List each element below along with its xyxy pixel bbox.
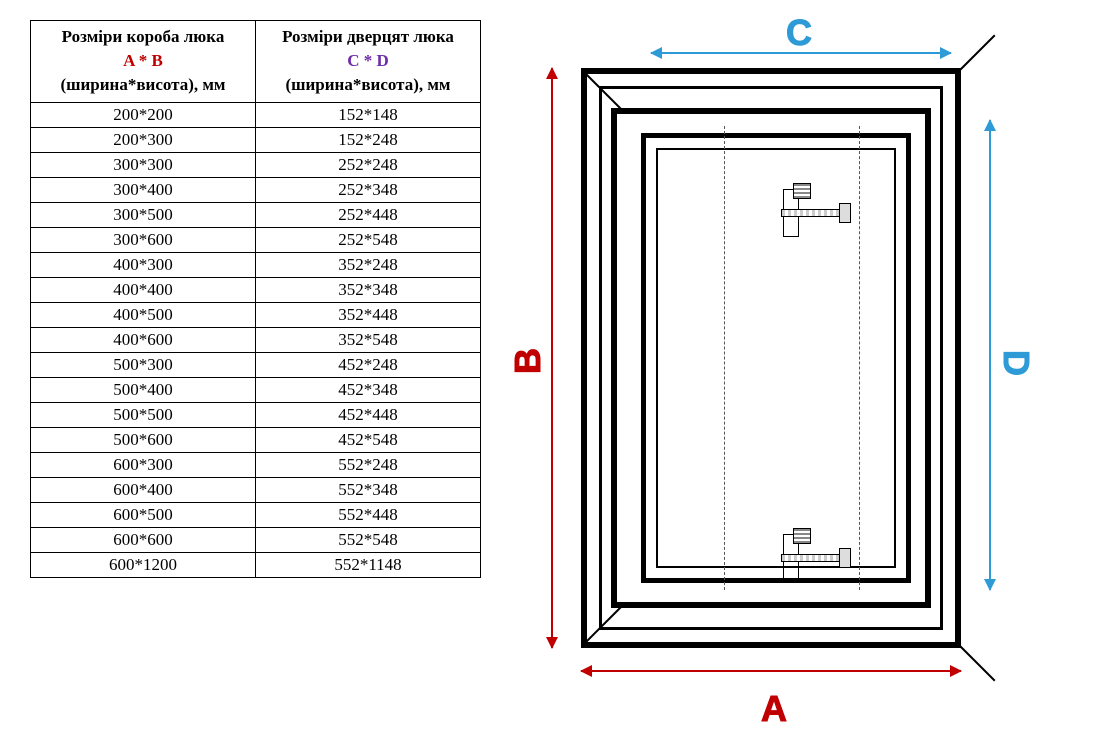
cell-cd: 352*448 (256, 303, 481, 328)
cell-cd: 252*548 (256, 228, 481, 253)
table-row: 600*300552*248 (31, 453, 481, 478)
hinge-spring (793, 528, 811, 544)
table-row: 600*400552*348 (31, 478, 481, 503)
cell-ab: 400*400 (31, 278, 256, 303)
col1-unit: (ширина*висота), мм (39, 73, 247, 97)
cell-cd: 552*348 (256, 478, 481, 503)
cell-ab: 600*1200 (31, 553, 256, 578)
cell-ab: 300*600 (31, 228, 256, 253)
hinge (781, 183, 861, 243)
cell-ab: 500*400 (31, 378, 256, 403)
cell-ab: 500*600 (31, 428, 256, 453)
cell-ab: 500*300 (31, 353, 256, 378)
label-b: B (507, 348, 549, 374)
arrow-a (581, 670, 961, 672)
col1-dims: A * B (39, 49, 247, 73)
cell-ab: 600*500 (31, 503, 256, 528)
col1-title: Розміри короба люка (39, 25, 247, 49)
col2-header: Розміри дверцят люка C * D (ширина*висот… (256, 21, 481, 103)
centerline-v1 (724, 126, 725, 590)
table-row: 500*500452*448 (31, 403, 481, 428)
hinge-arm (781, 554, 841, 562)
table-row: 600*1200552*1148 (31, 553, 481, 578)
cell-ab: 400*500 (31, 303, 256, 328)
table-row: 400*600352*548 (31, 328, 481, 353)
table-row: 300*600252*548 (31, 228, 481, 253)
cell-cd: 452*348 (256, 378, 481, 403)
table-row: 300*500252*448 (31, 203, 481, 228)
col1-header: Розміри короба люка A * B (ширина*висота… (31, 21, 256, 103)
cell-cd: 552*248 (256, 453, 481, 478)
cell-ab: 600*300 (31, 453, 256, 478)
cell-cd: 352*548 (256, 328, 481, 353)
cell-cd: 452*548 (256, 428, 481, 453)
table-row: 400*400352*348 (31, 278, 481, 303)
cell-ab: 300*400 (31, 178, 256, 203)
cell-cd: 152*148 (256, 103, 481, 128)
door (641, 133, 911, 583)
cell-ab: 400*300 (31, 253, 256, 278)
hinge (781, 528, 861, 588)
hatch-diagram: C A B D (511, 20, 1087, 720)
cell-ab: 400*600 (31, 328, 256, 353)
cell-cd: 252*348 (256, 178, 481, 203)
table-row: 300*300252*248 (31, 153, 481, 178)
table-row: 400*500352*448 (31, 303, 481, 328)
hinge-arm (781, 209, 841, 217)
arrow-c (651, 52, 951, 54)
cell-cd: 352*348 (256, 278, 481, 303)
label-d: D (995, 350, 1037, 376)
dimensions-tbody: 200*200152*148200*300152*248300*300252*2… (31, 103, 481, 578)
table-row: 500*300452*248 (31, 353, 481, 378)
cell-cd: 252*248 (256, 153, 481, 178)
col2-dims: C * D (264, 49, 472, 73)
cell-ab: 600*600 (31, 528, 256, 553)
hatch-frame (581, 68, 961, 648)
cell-cd: 452*248 (256, 353, 481, 378)
table-row: 600*600552*548 (31, 528, 481, 553)
cell-ab: 600*400 (31, 478, 256, 503)
dimensions-table-container: Розміри короба люка A * B (ширина*висота… (30, 20, 481, 731)
cell-ab: 200*300 (31, 128, 256, 153)
table-row: 300*400252*348 (31, 178, 481, 203)
label-c: C (786, 12, 812, 54)
table-row: 500*400452*348 (31, 378, 481, 403)
cell-cd: 352*248 (256, 253, 481, 278)
cell-cd: 552*448 (256, 503, 481, 528)
cell-ab: 300*300 (31, 153, 256, 178)
col2-title: Розміри дверцят люка (264, 25, 472, 49)
cell-ab: 200*200 (31, 103, 256, 128)
cell-cd: 452*448 (256, 403, 481, 428)
cell-cd: 152*248 (256, 128, 481, 153)
bevel-br (957, 643, 995, 681)
hinge-knuckle (839, 203, 851, 223)
cell-ab: 300*500 (31, 203, 256, 228)
table-row: 200*300152*248 (31, 128, 481, 153)
cell-cd: 552*548 (256, 528, 481, 553)
col2-unit: (ширина*висота), мм (264, 73, 472, 97)
table-row: 400*300352*248 (31, 253, 481, 278)
hinge-spring (793, 183, 811, 199)
label-a: A (761, 688, 787, 730)
cell-ab: 500*500 (31, 403, 256, 428)
table-row: 500*600452*548 (31, 428, 481, 453)
table-row: 600*500552*448 (31, 503, 481, 528)
arrow-b (551, 68, 553, 648)
dimensions-table: Розміри короба люка A * B (ширина*висота… (30, 20, 481, 578)
table-row: 200*200152*148 (31, 103, 481, 128)
bevel-tr (957, 35, 995, 73)
cell-cd: 252*448 (256, 203, 481, 228)
arrow-d (989, 120, 991, 590)
hinge-knuckle (839, 548, 851, 568)
cell-cd: 552*1148 (256, 553, 481, 578)
